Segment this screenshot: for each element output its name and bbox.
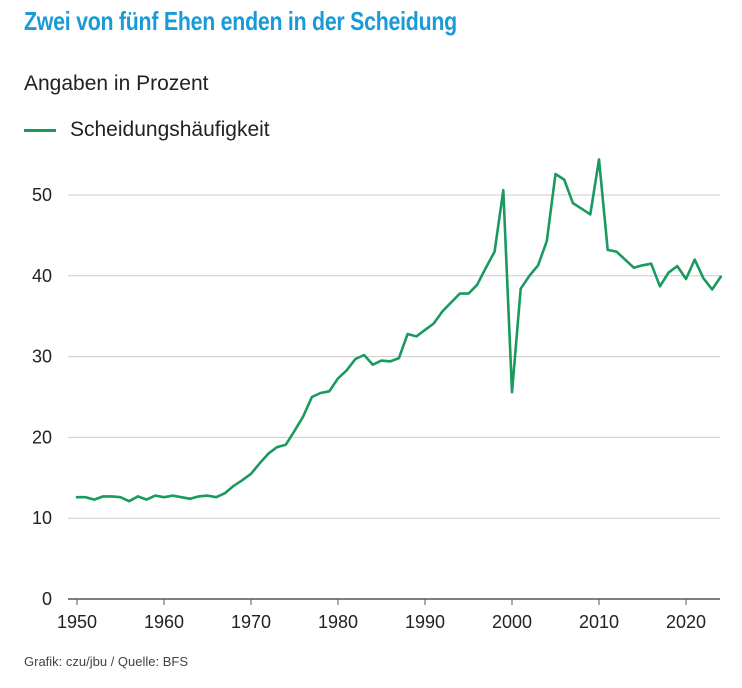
y-tick-label: 0 [42, 589, 52, 609]
x-tick-labels: 1950 1960 1970 1980 1990 2000 2010 2020 [57, 599, 706, 632]
series-layer [75, 158, 723, 503]
y-tick-label: 10 [32, 508, 52, 528]
y-tick-label: 40 [32, 266, 52, 286]
legend-swatch [24, 128, 56, 132]
x-tick-label: 2010 [579, 612, 619, 632]
legend-label: Scheidungshäufigkeit [70, 118, 270, 141]
x-tick-label: 2020 [666, 612, 706, 632]
source-note: Grafik: czu/jbu / Quelle: BFS [24, 654, 189, 669]
x-tick-label: 1970 [231, 612, 271, 632]
y-tick-label: 30 [32, 347, 52, 367]
x-tick-label: 1980 [318, 612, 358, 632]
series-line-scheidungshaeufigkeit [75, 158, 723, 503]
y-tick-label: 50 [32, 185, 52, 205]
x-tick-label: 1990 [405, 612, 445, 632]
chart-title: Zwei von fünf Ehen enden in der Scheidun… [24, 6, 457, 36]
legend: Scheidungshäufigkeit [24, 118, 270, 142]
chart-subtitle: Angaben in Prozent [24, 72, 209, 95]
y-tick-labels: 0 10 20 30 40 50 [32, 185, 52, 609]
x-tick-label: 2000 [492, 612, 532, 632]
y-tick-label: 20 [32, 427, 52, 447]
x-tick-label: 1960 [144, 612, 184, 632]
grid-lines [68, 194, 720, 600]
x-tick-label: 1950 [57, 612, 97, 632]
